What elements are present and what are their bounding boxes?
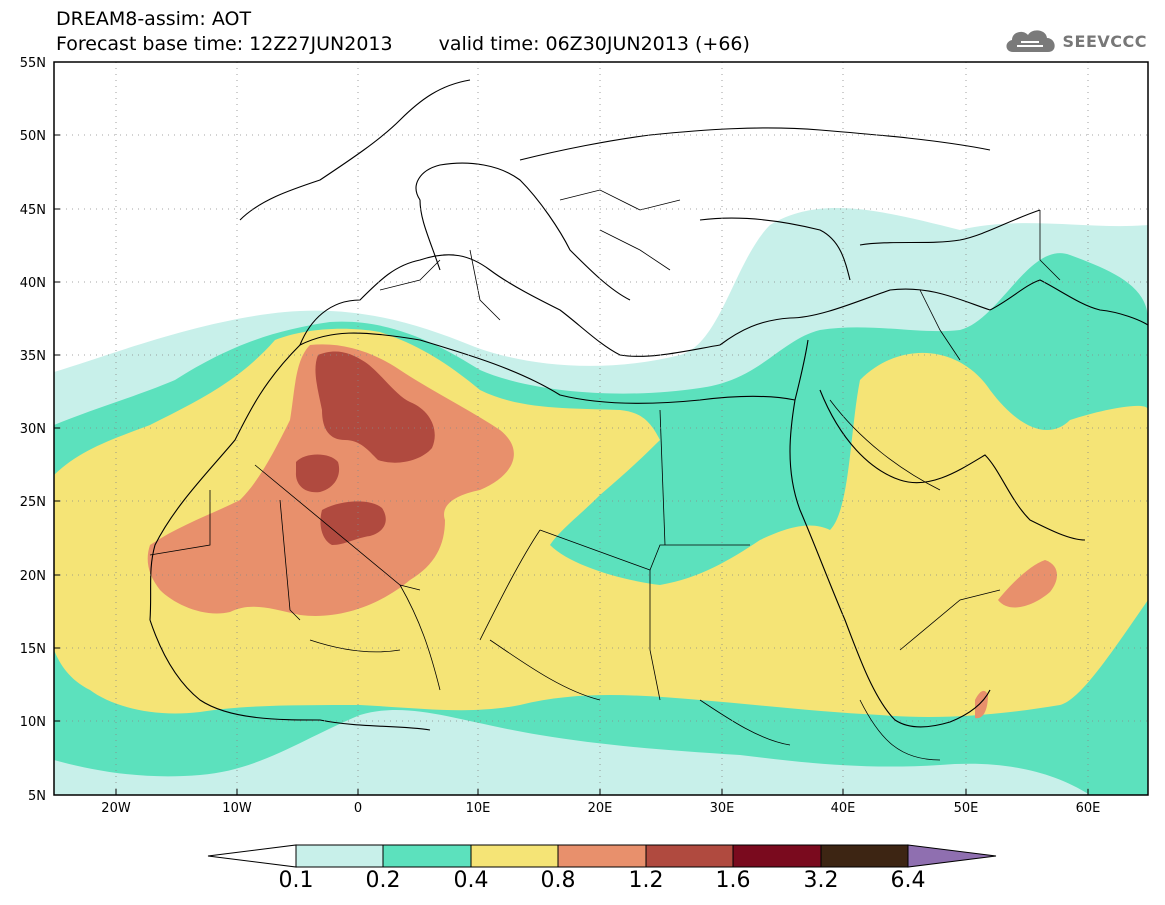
colorbar-label: 0.2: [365, 868, 401, 893]
colorbar-label: 1.6: [715, 868, 751, 893]
graticule: [54, 62, 1148, 795]
lat-tick-label: 50N: [20, 129, 46, 144]
lon-tick-label: 30E: [710, 801, 735, 816]
colorbar-label: 0.8: [540, 868, 576, 893]
colorbar-segment: [470, 844, 559, 868]
colorbar-label: 0.4: [453, 868, 489, 893]
lat-tick-label: 40N: [20, 276, 46, 291]
time-info: Forecast base time: 12Z27JUN2013 valid ti…: [56, 34, 750, 55]
cloud-icon: [1005, 30, 1055, 52]
lon-tick-label: 20E: [588, 801, 613, 816]
lon-tick-label: 0: [354, 801, 362, 816]
base-time-label: Forecast base time: 12Z27JUN2013: [56, 33, 393, 55]
lon-tick-label: 20W: [101, 801, 131, 816]
aot-field: [54, 62, 1148, 795]
valid-time-label: valid time: 06Z30JUN2013 (+66): [438, 33, 750, 55]
lon-tick-label: 10W: [222, 801, 252, 816]
lat-axis: [54, 61, 60, 796]
lat-tick-label: 25N: [20, 495, 46, 510]
aot-core-3: [320, 501, 386, 545]
lat-tick-label: 55N: [20, 56, 46, 71]
lon-tick-label: 40E: [831, 801, 856, 816]
coastlines: [149, 79, 1148, 731]
lat-tick-label: 45N: [20, 203, 46, 218]
map-title: DREAM8-assim: AOT: [56, 8, 252, 30]
lon-axis: [115, 789, 1089, 795]
logo-text: SEEVCCC: [1062, 31, 1147, 51]
aot-core-1: [315, 351, 435, 463]
borders: [149, 189, 1061, 761]
lat-tick-label: 20N: [20, 569, 46, 584]
colorbar-segment: [295, 844, 384, 868]
lon-tick-label: 50E: [954, 801, 979, 816]
colorbar-label: 6.4: [890, 868, 926, 893]
aot-band-0.8-oman: [998, 560, 1057, 608]
lat-tick-label: 10N: [20, 715, 46, 730]
lat-tick-label: 15N: [20, 642, 46, 657]
colorbar-segment: [557, 844, 647, 868]
lon-tick-label: 10E: [466, 801, 491, 816]
lon-tick-label: 60E: [1076, 801, 1101, 816]
colorbar-segment: [645, 844, 734, 868]
colorbar: [207, 844, 997, 868]
colorbar-segment: [820, 844, 909, 868]
lat-tick-label: 5N: [28, 789, 46, 804]
colorbar-label: 1.2: [628, 868, 664, 893]
colorbar-label: 3.2: [803, 868, 839, 893]
colorbar-label: 0.1: [278, 868, 314, 893]
lat-tick-label: 35N: [20, 349, 46, 364]
seevccc-logo: SEEVCCC: [1003, 26, 1148, 56]
colorbar-segment: [382, 844, 472, 868]
lat-tick-label: 30N: [20, 422, 46, 437]
colorbar-high-arrow: [907, 844, 997, 868]
aot-core-2: [295, 454, 340, 493]
colorbar-segment: [732, 844, 822, 868]
colorbar-low-arrow: [207, 844, 297, 868]
